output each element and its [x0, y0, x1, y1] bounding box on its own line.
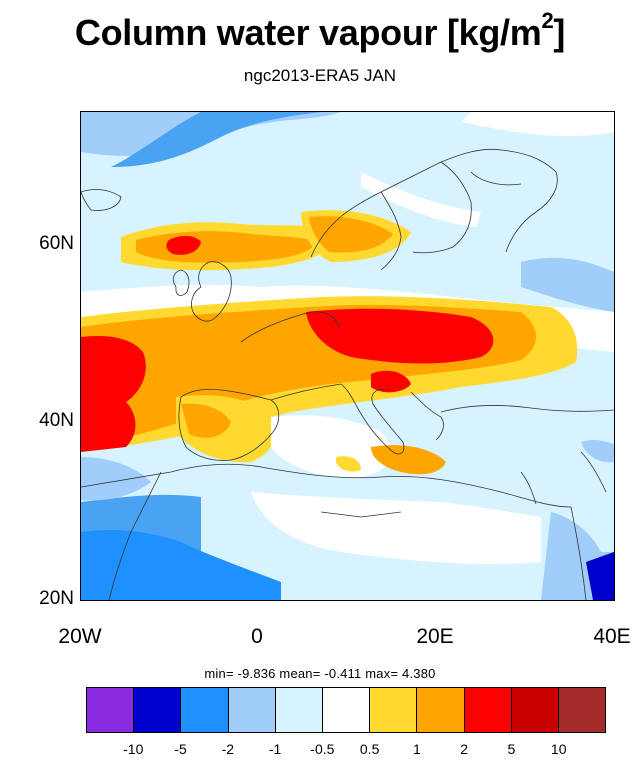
color-legend-label: 10 [550, 741, 567, 757]
color-legend-label: 1 [413, 741, 421, 757]
min-value: -9.836 [237, 666, 276, 681]
color-legend-label: -1 [268, 741, 282, 757]
color-legend-label: -2 [221, 741, 235, 757]
x-tick-label: 20E [416, 625, 454, 648]
mean-value: -0.411 [324, 666, 362, 681]
color-legend-label: 0.5 [359, 741, 380, 757]
color-legend [86, 687, 606, 733]
color-legend-label: -10 [123, 741, 144, 757]
x-tick-label: 0 [251, 625, 263, 648]
color-legend-box [464, 688, 512, 732]
color-legend-box [87, 688, 135, 732]
color-legend-label: -0.5 [310, 741, 335, 757]
plot-title: Column water vapour [kg/m2] [74, 8, 566, 53]
color-legend-label: -5 [174, 741, 187, 757]
color-legend-box [275, 688, 323, 732]
color-legend-box [370, 688, 418, 732]
color-legend-box [511, 688, 559, 732]
min-label: min= [204, 666, 234, 681]
max-value: 4.380 [402, 666, 436, 681]
color-legend-box [134, 688, 182, 732]
summary-stats: min= -9.836 mean= -0.411 max= 4.380 [0, 666, 640, 681]
color-legend-box [228, 688, 276, 732]
y-tick-label: 20N [39, 588, 74, 609]
color-legend-box [558, 688, 606, 732]
x-tick-label: 20W [58, 625, 102, 648]
mean-label: mean= [279, 666, 321, 681]
y-tick-label: 60N [39, 233, 74, 254]
color-legend-box [181, 688, 229, 732]
max-label: max= [365, 666, 399, 681]
y-tick-label: 40N [39, 410, 74, 431]
x-tick-label: 40E [593, 625, 631, 648]
plot-subtitle: ngc2013-ERA5 JAN [243, 66, 397, 85]
color-legend-label: 5 [507, 741, 516, 757]
anomaly-map [81, 112, 614, 600]
color-legend-box [322, 688, 371, 732]
color-legend-label: 2 [460, 741, 469, 757]
color-legend-box [417, 688, 465, 732]
map-panel [80, 111, 615, 601]
